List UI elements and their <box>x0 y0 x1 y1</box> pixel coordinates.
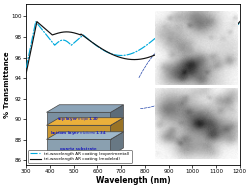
Legend: tri-wavelength AR coating (experimental), tri-wavelength AR coating (modeled): tri-wavelength AR coating (experimental)… <box>28 150 131 163</box>
Y-axis label: % Transmittance: % Transmittance <box>4 51 10 118</box>
X-axis label: Wavelength (nm): Wavelength (nm) <box>95 176 170 185</box>
